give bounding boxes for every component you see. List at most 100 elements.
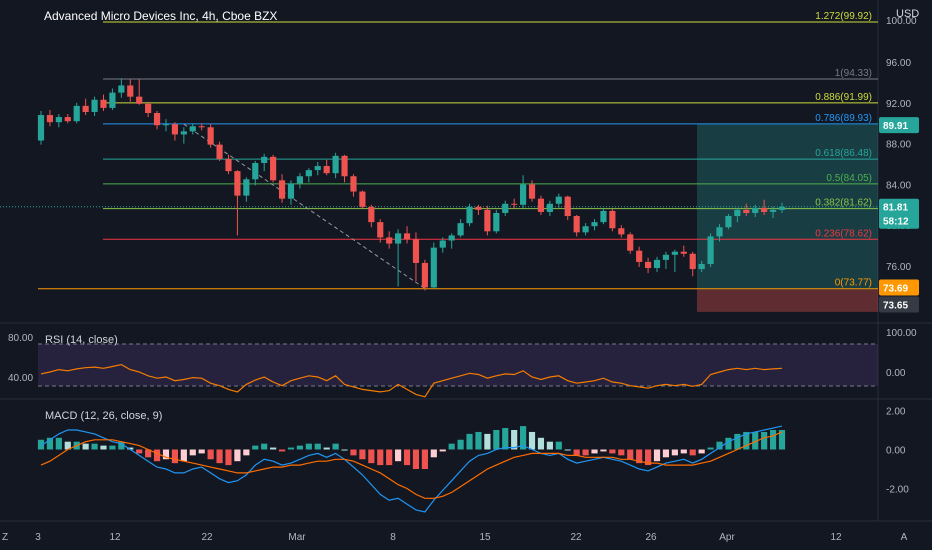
- candle-body: [778, 206, 786, 210]
- candle-body: [234, 171, 241, 196]
- currency-label[interactable]: USD: [896, 8, 920, 20]
- macd-histogram-bar: [225, 449, 232, 466]
- macd-label: MACD (12, 26, close, 9): [45, 410, 163, 422]
- time-tick-label: 3: [35, 532, 41, 543]
- macd-histogram-bar: [671, 449, 678, 456]
- axes: 100.0096.0092.0088.0084.0080.0076.0089.9…: [2, 16, 919, 543]
- candle-body: [493, 212, 500, 232]
- macd-histogram-bar: [618, 449, 625, 456]
- trend-line[interactable]: [0, 123, 878, 289]
- candle-body: [466, 206, 473, 224]
- macd-histogram-bar: [359, 449, 366, 460]
- macd-histogram-bar: [662, 449, 670, 458]
- time-tick-label: 8: [390, 532, 396, 543]
- fib-level-label: 0.382(81.62): [815, 198, 872, 209]
- price-tag-entry-bg: [879, 279, 919, 296]
- candle-body: [698, 263, 705, 270]
- macd-histogram-bar: [564, 449, 571, 451]
- candle-body: [403, 233, 411, 240]
- time-tick-label: 15: [479, 532, 491, 543]
- long-position-tool[interactable]: [697, 124, 878, 312]
- fib-level-label: 1.272(99.92): [815, 11, 872, 22]
- candle-body: [716, 227, 723, 237]
- candle-body: [64, 117, 71, 122]
- position-target-zone: [697, 124, 878, 290]
- candle-body: [127, 85, 134, 97]
- macd-histogram-bar: [386, 449, 393, 466]
- time-tick-label: 26: [645, 532, 657, 543]
- price-tag-stop: 73.65: [883, 301, 908, 312]
- candle-body: [662, 254, 670, 260]
- candle-body: [511, 203, 518, 205]
- macd-histogram-bar: [162, 449, 170, 460]
- macd-histogram-bar: [439, 449, 446, 452]
- macd-histogram-bar: [716, 441, 723, 450]
- macd-histogram-bar: [484, 433, 491, 450]
- candle-body: [475, 206, 482, 210]
- candle-body: [528, 184, 536, 199]
- time-tick-label: 12: [109, 532, 121, 543]
- rsi-label: RSI (14, close): [45, 334, 118, 346]
- candle-body: [136, 96, 143, 104]
- candle-body: [537, 198, 545, 212]
- macd-histogram-bar: [377, 449, 384, 466]
- candle-body: [680, 251, 687, 254]
- macd-histogram-bar: [493, 430, 500, 450]
- candle-body: [653, 259, 661, 269]
- macd-histogram-bar: [421, 449, 428, 469]
- candle-body: [109, 92, 116, 108]
- candle-body: [171, 124, 179, 135]
- rsi-pane: [38, 343, 878, 398]
- price-tick-label: 88.00: [886, 140, 911, 151]
- candle-body: [546, 203, 553, 212]
- macd-histogram-bar: [609, 449, 616, 454]
- macd-histogram-bar: [278, 449, 286, 452]
- macd-histogram-bar: [653, 449, 661, 462]
- macd-histogram-bar: [600, 449, 607, 452]
- rsi-band-fill: [38, 344, 878, 386]
- candle-body: [37, 115, 45, 141]
- fib-level-label: 0.236(78.62): [815, 228, 872, 239]
- fib-retracement[interactable]: 1.414(102.64)1.272(99.92)1(94.33)0.886(9…: [38, 0, 878, 290]
- macd-histogram-bar: [100, 445, 107, 450]
- rsi-left-tick: 40.00: [8, 373, 33, 384]
- candle-body: [734, 209, 741, 217]
- macd-histogram-bar: [252, 445, 259, 450]
- macd-histogram-bar: [573, 449, 580, 456]
- macd-line: [40, 425, 783, 513]
- candle-body: [564, 196, 571, 217]
- fib-level-label: 0.786(89.93): [815, 113, 872, 124]
- macd-histogram-bar: [502, 428, 509, 450]
- candle-body: [189, 126, 196, 132]
- candle-body: [412, 239, 420, 263]
- macd-histogram-bar: [475, 431, 482, 450]
- candle-body: [636, 250, 643, 262]
- macd-histogram-bar: [689, 449, 696, 456]
- candle-body: [252, 162, 259, 180]
- chart-title: Advanced Micro Devices Inc, 4h, Cboe BZX: [44, 9, 278, 23]
- macd-histogram-bar: [136, 449, 143, 454]
- candle-body: [761, 207, 768, 212]
- candle-body: [707, 236, 714, 264]
- candle-body: [332, 155, 339, 174]
- macd-histogram-bar: [368, 449, 375, 464]
- candle-body: [296, 176, 303, 184]
- macd-histogram-bar: [752, 431, 759, 450]
- macd-histogram-bar: [189, 449, 196, 456]
- macd-histogram-bar: [350, 449, 357, 456]
- candle-body: [671, 251, 678, 255]
- price-tag-entry: 73.69: [883, 284, 908, 295]
- grid-lines: [0, 0, 932, 522]
- candle-body: [100, 99, 107, 108]
- macd-right-tick: -2.00: [886, 485, 909, 496]
- macd-histogram-bar: [296, 445, 303, 450]
- macd-histogram-bar: [332, 443, 339, 450]
- macd-histogram-bar: [520, 426, 527, 450]
- candle-body: [502, 203, 509, 213]
- macd-histogram-bar: [109, 445, 116, 450]
- signal-line: [40, 431, 783, 499]
- candle-body: [752, 207, 759, 213]
- price-tick-label: 84.00: [886, 180, 911, 191]
- time-tick-label: 22: [570, 532, 582, 543]
